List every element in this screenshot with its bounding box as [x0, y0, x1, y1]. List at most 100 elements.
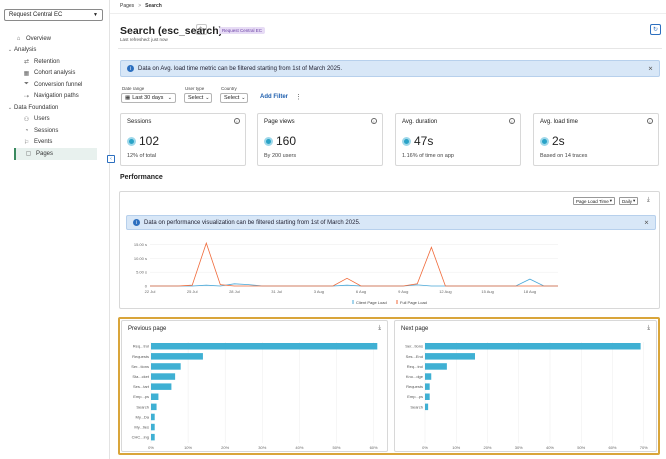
card-title: Page views — [264, 119, 295, 125]
date-range-value: Last 30 days — [132, 95, 164, 101]
header-divider — [118, 48, 662, 49]
download-icon[interactable]: ⤓ — [647, 325, 650, 331]
sidebar-item-events[interactable]: ⚐ Events — [0, 137, 110, 149]
x-tick-label: 10% — [184, 445, 192, 450]
add-filter-button[interactable]: Add Filter — [260, 94, 288, 100]
category-label: Req...trol — [133, 344, 149, 349]
category-label: Kno...dge — [406, 374, 424, 379]
country-select[interactable]: Select ⌄ — [220, 93, 248, 103]
sidebar-item-users[interactable]: ⚇ Users — [0, 114, 110, 126]
load-time-banner: i Data on Avg. load time metric can be f… — [120, 60, 660, 77]
download-icon[interactable]: ⤓ — [378, 325, 381, 331]
close-icon[interactable]: ✕ — [647, 66, 653, 72]
sessions-card: Sessions i 102 12% of total — [120, 113, 246, 166]
granularity-select[interactable]: Daily ▾ — [619, 197, 639, 205]
events-icon: ⚐ — [23, 139, 30, 146]
category-label: Emp...ps — [407, 394, 423, 399]
previous-page-panel: Previous page ⤓ 0% 10% 20% 30% 40% 50% 60% Req.… — [121, 320, 388, 452]
sidebar-item-label: Overview — [26, 35, 52, 42]
sidebar-item-pages[interactable]: ▢ Pages — [14, 148, 97, 160]
category-label: Ser...tions — [131, 364, 149, 369]
metric-dot-icon — [264, 136, 273, 146]
collapse-sidebar-button[interactable]: ‹ — [107, 155, 115, 163]
info-icon: i — [127, 65, 134, 72]
info-icon[interactable]: i — [371, 118, 377, 124]
avg-load-time-card: Avg. load time i 2s Based on 14 traces — [533, 113, 659, 166]
bar — [425, 363, 447, 370]
metric-select-value: Page Load Time — [576, 198, 609, 204]
category-label: Sta...cket — [132, 374, 150, 379]
info-icon[interactable]: i — [647, 118, 653, 124]
chevron-down-icon: ⌄ — [7, 104, 13, 111]
card-title: Avg. duration — [402, 119, 438, 125]
x-tick-label: 70% — [640, 445, 648, 450]
banner-text: Data on Avg. load time metric can be fil… — [138, 65, 342, 72]
card-value-text: 47s — [414, 134, 434, 148]
info-icon[interactable]: i — [509, 118, 515, 124]
card-value-text: 102 — [139, 134, 160, 148]
bar — [425, 373, 432, 380]
granularity-select-value: Daily — [622, 198, 633, 204]
user-type-value: Select — [188, 95, 204, 101]
app-select[interactable]: Request Central EC ▼ — [4, 9, 103, 21]
bar — [151, 413, 155, 421]
category-label: Emp...ps — [133, 394, 149, 399]
sidebar-item-retention[interactable]: ⇄ Retention — [0, 56, 110, 68]
sidebar-item-label: Data Foundation — [14, 104, 59, 111]
legend-label-full: Full Page Load — [400, 300, 427, 305]
card-subtitle: 1.16% of time on app — [402, 153, 454, 159]
paths-icon: ⇢ — [23, 93, 30, 100]
next-page-panel: Next page ⤓ 0% 10% 20% 30% 40% 50% 60% 70% Ser..… — [394, 320, 657, 452]
bar — [425, 403, 429, 411]
card-subtitle: Based on 14 traces — [540, 153, 588, 159]
sidebar: Request Central EC ▼ ⌂ Overview ⌄ Analysis ⇄… — [0, 0, 110, 459]
user-type-select[interactable]: Select ⌄ — [184, 93, 212, 103]
card-value: 47s — [402, 134, 433, 148]
sidebar-item-sessions[interactable]: ◔ Sessions — [0, 125, 110, 137]
x-tick-label: 28 Jul — [229, 289, 240, 294]
category-label: Ses...End — [406, 354, 423, 359]
edit-title-button[interactable]: ✎ — [196, 24, 207, 35]
users-icon: ⚇ — [23, 116, 30, 123]
x-tick-label: 30% — [258, 445, 266, 450]
sidebar-item-label: Conversion funnel — [34, 81, 83, 88]
funnel-icon: ⏷ — [24, 81, 29, 88]
bar — [425, 353, 475, 360]
legend-label-client: Client Page Load — [356, 300, 387, 305]
bar — [151, 373, 176, 380]
sidebar-group-analysis[interactable]: ⌄ Analysis — [0, 45, 110, 57]
bar — [151, 353, 203, 360]
sidebar-item-conversion-funnel[interactable]: ⏷ Conversion funnel — [0, 79, 110, 91]
sidebar-group-data-foundation[interactable]: ⌄ Data Foundation — [0, 102, 110, 114]
sidebar-item-navigation-paths[interactable]: ⇢ Navigation paths — [0, 91, 110, 103]
chevron-left-icon: ‹ — [110, 156, 112, 162]
date-range-label: Date range — [122, 86, 145, 91]
close-icon[interactable]: ✕ — [643, 220, 649, 226]
sidebar-item-overview[interactable]: ⌂ Overview — [0, 33, 110, 45]
next-page-chart: 0% 10% 20% 30% 40% 50% 60% 70% Ser...tions Ses...… — [405, 342, 648, 450]
more-options-icon[interactable]: ⋮ — [295, 94, 302, 101]
sidebar-item-label: Navigation paths — [34, 93, 79, 100]
info-icon[interactable]: i — [234, 118, 240, 124]
sessions-icon: ◔ — [24, 127, 29, 134]
sidebar-item-label: Events — [34, 139, 53, 146]
user-type-label: User type — [185, 86, 205, 91]
refresh-button[interactable]: ↻ — [650, 24, 661, 35]
nav-tree: ⌂ Overview ⌄ Analysis ⇄ Retention ▦ Cohort anal… — [0, 33, 110, 160]
x-tick-label: 50% — [332, 445, 340, 450]
date-range-select[interactable]: ▦ Last 30 days ⌄ — [121, 93, 176, 103]
page-views-card: Page views i 160 By 200 users — [257, 113, 383, 166]
metric-dot-icon — [540, 136, 549, 146]
category-label: Ses...tart — [133, 384, 150, 389]
breadcrumb-separator: > — [138, 3, 142, 9]
category-label: CHC...ing — [132, 435, 149, 440]
x-tick-label: 25 Jul — [187, 289, 198, 294]
download-icon[interactable]: ⤓ — [647, 197, 650, 203]
breadcrumb-pages[interactable]: Pages — [120, 3, 135, 9]
sidebar-item-cohort-analysis[interactable]: ▦ Cohort analysis — [0, 68, 110, 80]
breadcrumb-current: Search — [145, 3, 162, 9]
metric-select[interactable]: Page Load Time ▾ — [573, 197, 616, 205]
chevron-down-icon: ⌄ — [241, 95, 246, 101]
chevron-down-icon: ⌄ — [167, 95, 172, 101]
calendar-icon: ▦ — [125, 95, 131, 101]
